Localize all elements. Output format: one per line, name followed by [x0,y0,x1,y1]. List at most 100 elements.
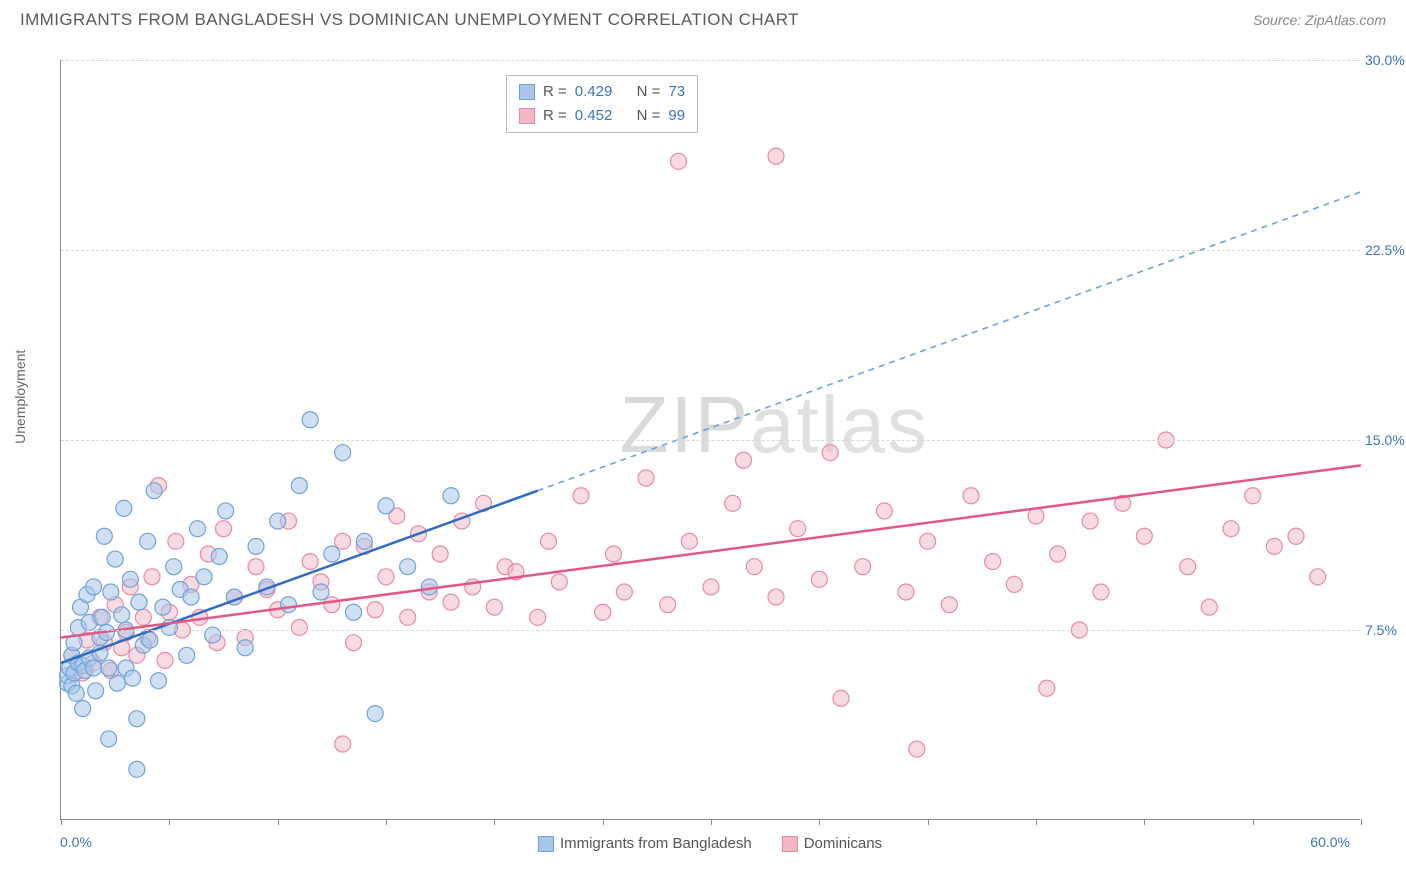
data-point [1006,576,1022,592]
data-point [166,559,182,575]
data-point [443,488,459,504]
data-point [196,569,212,585]
data-point [541,533,557,549]
y-tick-label: 22.5% [1365,242,1406,258]
data-point [346,635,362,651]
y-tick-label: 7.5% [1365,622,1406,638]
data-point [101,660,117,676]
x-tick [603,819,604,825]
data-point [183,589,199,605]
chart-area: Unemployment ZIPatlas R = 0.429 N = 73 R… [30,45,1390,855]
data-point [157,652,173,668]
data-point [356,533,372,549]
y-axis-label: Unemployment [12,350,28,444]
data-point [248,538,264,554]
x-tick [169,819,170,825]
gridline [61,630,1360,631]
data-point [86,579,102,595]
data-point [335,533,351,549]
y-tick-label: 30.0% [1365,52,1406,68]
gridline [61,250,1360,251]
gridline [61,440,1360,441]
data-point [129,761,145,777]
data-point [606,546,622,562]
data-point [88,683,104,699]
data-point [190,521,206,537]
data-point [768,148,784,164]
data-point [155,599,171,615]
data-point [681,533,697,549]
regression-line-bangladesh-dashed [538,192,1361,491]
data-point [142,632,158,648]
data-point [660,597,676,613]
data-point [324,546,340,562]
data-point [671,153,687,169]
data-point [335,445,351,461]
data-point [146,483,162,499]
data-point [400,559,416,575]
data-point [94,609,110,625]
data-point [595,604,611,620]
legend-swatch-bangladesh [538,836,554,852]
data-point [963,488,979,504]
data-point [768,589,784,605]
x-tick [711,819,712,825]
data-point [920,533,936,549]
data-point [151,673,167,689]
data-point [218,503,234,519]
data-point [179,647,195,663]
data-point [811,571,827,587]
data-point [725,495,741,511]
x-tick [494,819,495,825]
data-point [125,670,141,686]
data-point [135,609,151,625]
data-point [941,597,957,613]
data-point [237,640,253,656]
data-point [1266,538,1282,554]
data-point [378,569,394,585]
data-point [616,584,632,600]
data-point [302,412,318,428]
data-point [216,521,232,537]
data-point [1223,521,1239,537]
data-point [270,513,286,529]
data-point [75,701,91,717]
data-point [367,706,383,722]
x-tick [1036,819,1037,825]
x-tick [1253,819,1254,825]
data-point [486,599,502,615]
data-point [1201,599,1217,615]
data-point [1310,569,1326,585]
legend-swatch-dominicans [782,836,798,852]
data-point [703,579,719,595]
x-tick [386,819,387,825]
chart-title: IMMIGRANTS FROM BANGLADESH VS DOMINICAN … [20,10,799,30]
chart-header: IMMIGRANTS FROM BANGLADESH VS DOMINICAN … [0,0,1406,36]
data-point [736,452,752,468]
legend-bottom: Immigrants from Bangladesh Dominicans [538,835,882,852]
data-point [324,597,340,613]
x-tick [278,819,279,825]
data-point [101,731,117,747]
data-point [68,685,84,701]
data-point [898,584,914,600]
data-point [211,549,227,565]
data-point [551,574,567,590]
data-point [985,554,1001,570]
data-point [122,571,138,587]
data-point [1180,559,1196,575]
data-point [443,594,459,610]
gridline [61,60,1360,61]
data-point [432,546,448,562]
data-point [833,690,849,706]
y-tick-label: 15.0% [1365,432,1406,448]
data-point [822,445,838,461]
data-point [107,551,123,567]
data-point [291,619,307,635]
data-point [855,559,871,575]
x-tick [1361,819,1362,825]
data-point [1136,528,1152,544]
data-point [573,488,589,504]
data-point [302,554,318,570]
data-point [140,533,156,549]
